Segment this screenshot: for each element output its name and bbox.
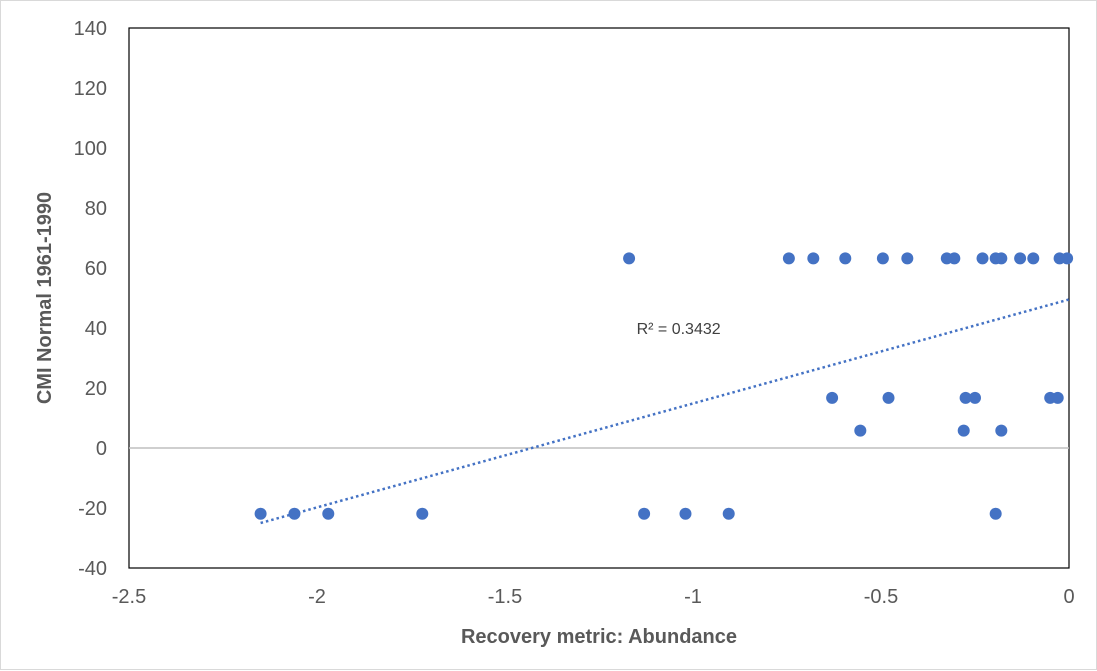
data-point [638,507,651,520]
data-point [995,424,1008,437]
data-point [288,507,301,520]
data-point [839,252,852,265]
data-point [1051,391,1064,404]
x-tick-label: -1 [684,586,702,608]
data-point [782,252,795,265]
data-point [948,252,961,265]
data-point [1061,252,1074,265]
data-point [995,252,1008,265]
x-tick-label: -0.5 [864,586,898,608]
data-point [807,252,820,265]
y-axis-tick-labels: -40 -20 0 20 40 60 80 100 120 140 [74,18,107,580]
x-tick-label: -1.5 [488,586,522,608]
plot-area [128,27,1070,569]
x-axis-tick-labels: -2.5 -2 -1.5 -1 -0.5 0 [112,586,1075,608]
data-point [623,252,636,265]
y-tick-label: 100 [74,138,107,160]
r-squared-annotation: R² = 0.3432 [637,321,721,338]
data-point [901,252,914,265]
data-point [959,391,972,404]
data-point [876,252,889,265]
data-point [826,391,839,404]
y-tick-label: -40 [78,558,107,580]
data-point [882,391,895,404]
y-tick-label: 40 [85,318,107,340]
data-point [416,507,429,520]
x-tick-label: -2.5 [112,586,146,608]
y-tick-label: 80 [85,198,107,220]
data-point [679,507,692,520]
data-point [854,424,867,437]
data-point [989,507,1002,520]
x-tick-label: -2 [308,586,326,608]
y-tick-label: 20 [85,378,107,400]
trendline [260,298,1070,525]
data-point [1014,252,1027,265]
y-tick-label: 0 [96,438,107,460]
y-tick-label: 120 [74,78,107,100]
y-tick-label: 60 [85,258,107,280]
x-axis-title: Recovery metric: Abundance [461,626,737,648]
data-point [722,507,735,520]
y-axis-title: CMI Normal 1961-1990 [34,192,56,404]
data-point [1027,252,1040,265]
data-point [976,252,989,265]
data-point [322,507,335,520]
x-tick-label: 0 [1063,586,1074,608]
data-points [254,252,1074,520]
y-tick-label: 140 [74,18,107,40]
data-point [957,424,970,437]
data-point [969,391,981,404]
data-point [254,507,267,520]
y-tick-label: -20 [78,498,107,520]
